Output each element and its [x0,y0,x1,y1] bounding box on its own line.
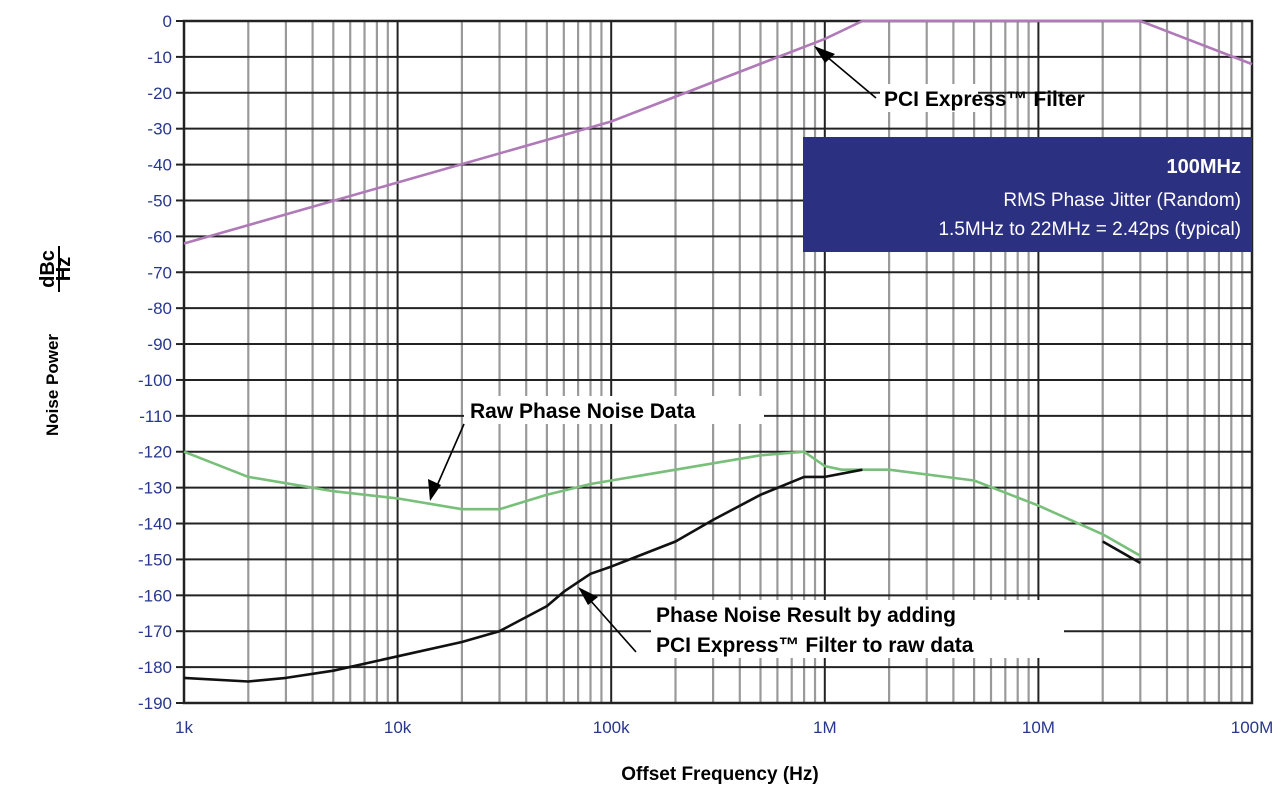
annotation-pci-filter-arrowhead [814,46,835,63]
series-line-2 [183,468,863,683]
x-tick-label: 10M [1022,718,1055,737]
info-box-title: 100MHz [1167,156,1241,178]
x-tick-label: 10k [384,718,412,737]
y-axis-unit-numerator: dBc [37,250,59,288]
y-tick-label: -70 [147,263,172,282]
y-tick-label: -80 [147,299,172,318]
y-axis-label-main: Noise Power [43,334,62,436]
annotation-result-line2: PCI Express™ Filter to raw data [656,634,974,657]
y-tick-label: -120 [138,443,172,462]
series-line-3 [1102,540,1141,565]
annotation-result-arrow [589,599,637,653]
y-tick-label: -10 [147,48,172,67]
x-axis-label: Offset Frequency (Hz) [621,764,818,785]
info-box: 100MHz RMS Phase Jitter (Random) 1.5MHz … [803,137,1252,252]
annotations: PCI Express™ Filter Raw Phase Noise Data… [428,46,1085,658]
y-axis-label: Noise Power dBc Hz [37,246,75,436]
annotation-raw-data-background [464,396,764,424]
annotation-raw-data: Raw Phase Noise Data [470,400,696,423]
annotation-pci-filter: PCI Express™ Filter [884,88,1085,111]
y-tick-label: -190 [138,694,172,713]
y-tick-label: -30 [147,120,172,139]
x-tick-label: 1M [813,718,837,737]
y-tick-label: -100 [138,371,172,390]
y-tick-label: -50 [147,191,172,210]
x-tick-label: 100k [593,718,630,737]
x-tick-label: 100M [1231,718,1274,737]
series-line-0 [183,19,1253,245]
annotation-raw-data-arrow [435,423,465,489]
annotation-pci-filter-arrow [825,55,877,99]
annotation-raw-data-arrowhead [428,479,441,501]
tick-labels: 0 -10 -20 -30 -40 -50 -60 -70 -80 -90 -100 -110 -120… [138,12,1273,737]
annotation-result-line1: Phase Noise Result by adding [656,604,956,627]
y-tick-label: -170 [138,622,172,641]
y-tick-label: -180 [138,658,172,677]
annotation-result-arrowhead [578,587,598,605]
y-axis-unit-denominator: Hz [53,257,75,281]
y-tick-label: -40 [147,156,172,175]
series-group [183,19,1253,683]
y-tick-label: -160 [138,586,172,605]
info-box-background [803,137,1252,252]
y-tick-label: 0 [163,12,172,31]
y-tick-label: -60 [147,227,172,246]
annotation-pci-filter-background [880,84,978,112]
annotation-result-background [651,600,1064,658]
y-tick-label: -90 [147,335,172,354]
plot-frame [182,19,1254,705]
y-tick-label: -20 [147,84,172,103]
y-tick-label: -110 [139,407,172,426]
series-line-1 [183,450,1141,557]
info-box-line2: 1.5MHz to 22MHz = 2.42ps (typical) [938,219,1241,240]
info-box-line1: RMS Phase Jitter (Random) [1003,190,1241,211]
y-tick-label: -130 [138,479,172,498]
x-tick-label: 1k [175,718,193,737]
y-tick-label: -140 [138,515,172,534]
y-tick-label: -150 [138,550,172,569]
